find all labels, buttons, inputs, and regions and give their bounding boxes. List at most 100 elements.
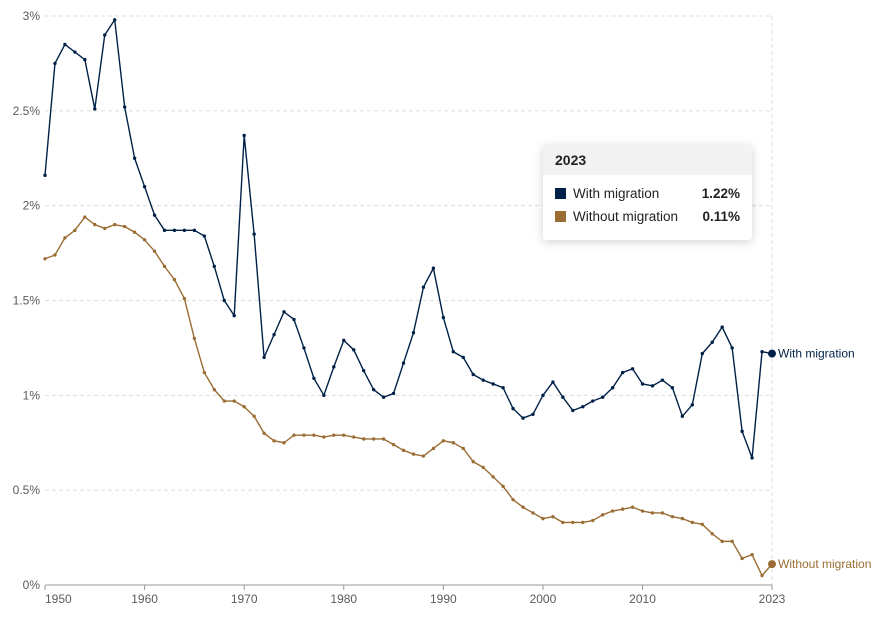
data-point (541, 393, 545, 398)
tooltip-series-value: 1.22% (701, 186, 740, 201)
data-point (561, 395, 565, 399)
data-point (391, 442, 396, 447)
data-point (461, 446, 465, 451)
data-point (670, 386, 675, 390)
data-point (162, 228, 167, 233)
data-point (581, 520, 585, 525)
x-tick-label: 2023 (759, 592, 786, 606)
data-point (600, 395, 605, 399)
data-point (352, 435, 356, 439)
data-point (232, 313, 236, 318)
data-point (361, 368, 366, 373)
data-point (332, 433, 336, 437)
without-migration-swatch (555, 211, 566, 222)
data-point (511, 497, 515, 502)
data-point (212, 387, 217, 392)
with-migration-swatch (555, 188, 566, 199)
data-point (342, 433, 346, 437)
data-point (272, 332, 276, 337)
data-point (361, 437, 366, 441)
data-point (551, 515, 555, 519)
data-point (710, 340, 714, 344)
data-point (352, 348, 356, 352)
data-point (222, 399, 226, 403)
data-point (421, 454, 426, 458)
data-point (172, 228, 177, 233)
data-point (750, 552, 754, 557)
data-point (720, 325, 724, 329)
data-point (591, 518, 595, 523)
data-point (531, 511, 535, 515)
data-point (640, 382, 645, 386)
data-point (322, 393, 326, 398)
data-point (152, 249, 157, 253)
data-point (670, 515, 675, 519)
data-point (750, 456, 754, 460)
data-point (471, 372, 475, 377)
grid-lines (45, 15, 773, 585)
data-point (103, 33, 107, 37)
data-point (491, 382, 495, 386)
data-point (481, 378, 485, 382)
data-point (610, 386, 615, 390)
data-point (620, 370, 625, 375)
data-point (700, 522, 704, 527)
data-point (312, 376, 316, 380)
tooltip-series-name: With migration (573, 186, 660, 201)
data-point (600, 513, 605, 517)
data-point (680, 414, 685, 418)
data-point (172, 277, 177, 282)
data-point (571, 520, 575, 525)
data-point (182, 228, 187, 233)
data-point (242, 133, 246, 138)
x-tick-label: 1980 (330, 592, 357, 606)
data-point (730, 539, 734, 544)
data-point (142, 185, 147, 189)
data-point (680, 516, 685, 521)
data-point (73, 50, 77, 54)
data-point (103, 226, 107, 231)
data-point (740, 556, 744, 561)
x-tick-label: 2010 (629, 592, 656, 606)
data-point (630, 505, 635, 509)
data-point (73, 228, 77, 233)
data-point (491, 475, 495, 479)
data-point (242, 405, 246, 409)
data-point (411, 331, 416, 335)
data-point (581, 405, 585, 409)
data-point (630, 367, 635, 371)
y-tick-label: 3% (23, 9, 41, 23)
data-point (371, 387, 376, 392)
y-axis-tick-labels: 0% 0.5% 1% 1.5% 2% 2.5% 3% (13, 9, 41, 592)
data-point (192, 228, 197, 233)
data-point (272, 439, 276, 443)
data-point (401, 448, 406, 453)
data-point (252, 232, 256, 236)
data-point (113, 222, 117, 227)
data-point (63, 236, 67, 240)
data-point (381, 395, 386, 399)
series-without-migration (43, 215, 776, 578)
data-point (342, 338, 346, 343)
tooltip-year: 2023 (543, 145, 752, 175)
data-point (441, 315, 446, 320)
x-tick-label: 1990 (430, 592, 457, 606)
x-tick-label: 1960 (131, 592, 158, 606)
data-point (292, 317, 296, 322)
data-point (591, 399, 595, 403)
data-point (760, 350, 764, 354)
data-point (202, 370, 207, 375)
data-point (142, 238, 147, 242)
data-point (521, 505, 525, 509)
y-tick-label: 1% (23, 388, 41, 402)
data-point (541, 516, 545, 521)
data-point (132, 230, 137, 234)
data-point (451, 441, 456, 445)
data-point (571, 408, 575, 413)
data-point (720, 539, 724, 544)
data-point (730, 346, 734, 350)
data-point (421, 285, 426, 289)
data-point (650, 384, 655, 388)
data-point (122, 105, 127, 109)
